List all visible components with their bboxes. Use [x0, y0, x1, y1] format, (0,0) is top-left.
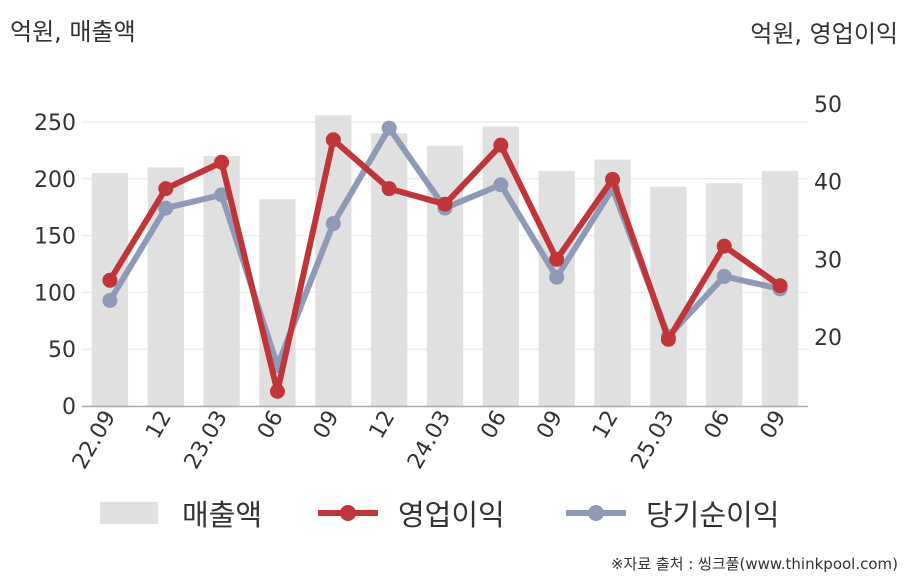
- x-axis-tick-label: 23.03: [180, 407, 233, 474]
- right-axis-tick-label: 40: [814, 171, 842, 196]
- revenue-bar: [706, 183, 743, 406]
- net-income-point: [102, 292, 118, 308]
- source-note: ※자료 출처 : 씽크풀(www.thinkpool.com): [610, 555, 898, 573]
- x-axis-tick-label: 24.03: [403, 407, 456, 474]
- x-axis-tick-label: 09: [532, 407, 568, 444]
- operating-profit-point: [325, 132, 341, 148]
- legend-label-operating-profit: 영업이익: [398, 498, 505, 532]
- left-axis-tick-label: 200: [34, 168, 76, 193]
- net-income-point: [158, 200, 174, 216]
- right-axis-tick-label: 30: [814, 248, 842, 273]
- operating-profit-point: [605, 171, 621, 187]
- operating-profit-point: [549, 251, 565, 267]
- net-income-point: [716, 268, 732, 284]
- legend-swatch-revenue: [100, 502, 158, 524]
- x-axis-tick-label: 12: [141, 407, 177, 444]
- x-axis-tick-label: 06: [700, 407, 736, 444]
- x-axis-tick-label: 25.03: [626, 407, 679, 474]
- net-income-point: [325, 216, 341, 232]
- legend-label-net-income: 당기순이익: [646, 498, 780, 532]
- revenue-bars: [91, 115, 799, 407]
- operating-profit-point: [381, 181, 397, 197]
- net-income-point: [549, 269, 565, 285]
- operating-profit-point: [269, 383, 285, 399]
- right-axis-unit-label: 억원, 영업이익: [750, 20, 898, 48]
- left-axis-tick-label: 50: [48, 338, 76, 363]
- left-axis-tick-label: 250: [34, 111, 76, 136]
- x-axis-tick-label: 09: [756, 407, 792, 444]
- revenue-bar: [259, 199, 296, 406]
- legend-swatch-operating-profit: [318, 505, 378, 521]
- right-axis-tick-label: 20: [814, 326, 842, 351]
- x-axis-tick-label: 12: [588, 407, 624, 444]
- legend-item-net-income: 당기순이익: [566, 493, 779, 533]
- operating-profit-point: [772, 278, 788, 294]
- revenue-bar: [91, 173, 129, 406]
- net-income-point: [493, 177, 509, 193]
- x-axis-tick-label: 12: [365, 407, 401, 444]
- left-axis-unit-label: 억원, 매출액: [10, 18, 136, 46]
- profit-lines: [102, 120, 788, 399]
- right-axis-tick-label: 50: [814, 93, 842, 118]
- legend-swatch-net-income: [566, 505, 626, 521]
- operating-profit-point: [660, 331, 676, 347]
- operating-profit-point: [716, 238, 732, 254]
- legend-item-operating-profit: 영업이익: [318, 493, 505, 533]
- net-income-point: [214, 187, 230, 203]
- operating-profit-point: [158, 181, 174, 197]
- operating-profit-point: [437, 196, 453, 212]
- x-axis-tick-label: 09: [309, 407, 345, 444]
- net-income-point: [381, 120, 397, 136]
- left-axis-tick-label: 100: [34, 281, 76, 306]
- operating-profit-point: [102, 272, 118, 288]
- x-axis-tick-label: 06: [476, 407, 512, 444]
- operating-profit-point: [493, 137, 509, 153]
- revenue-bar: [538, 170, 575, 406]
- left-axis-tick-label: 150: [34, 225, 76, 250]
- x-axis-tick-label: 06: [253, 407, 289, 444]
- operating-profit-point: [214, 154, 230, 170]
- legend-label-revenue: 매출액: [182, 498, 263, 532]
- legend-item-revenue: 매출액: [100, 493, 262, 533]
- left-axis-tick-label: 0: [62, 395, 76, 420]
